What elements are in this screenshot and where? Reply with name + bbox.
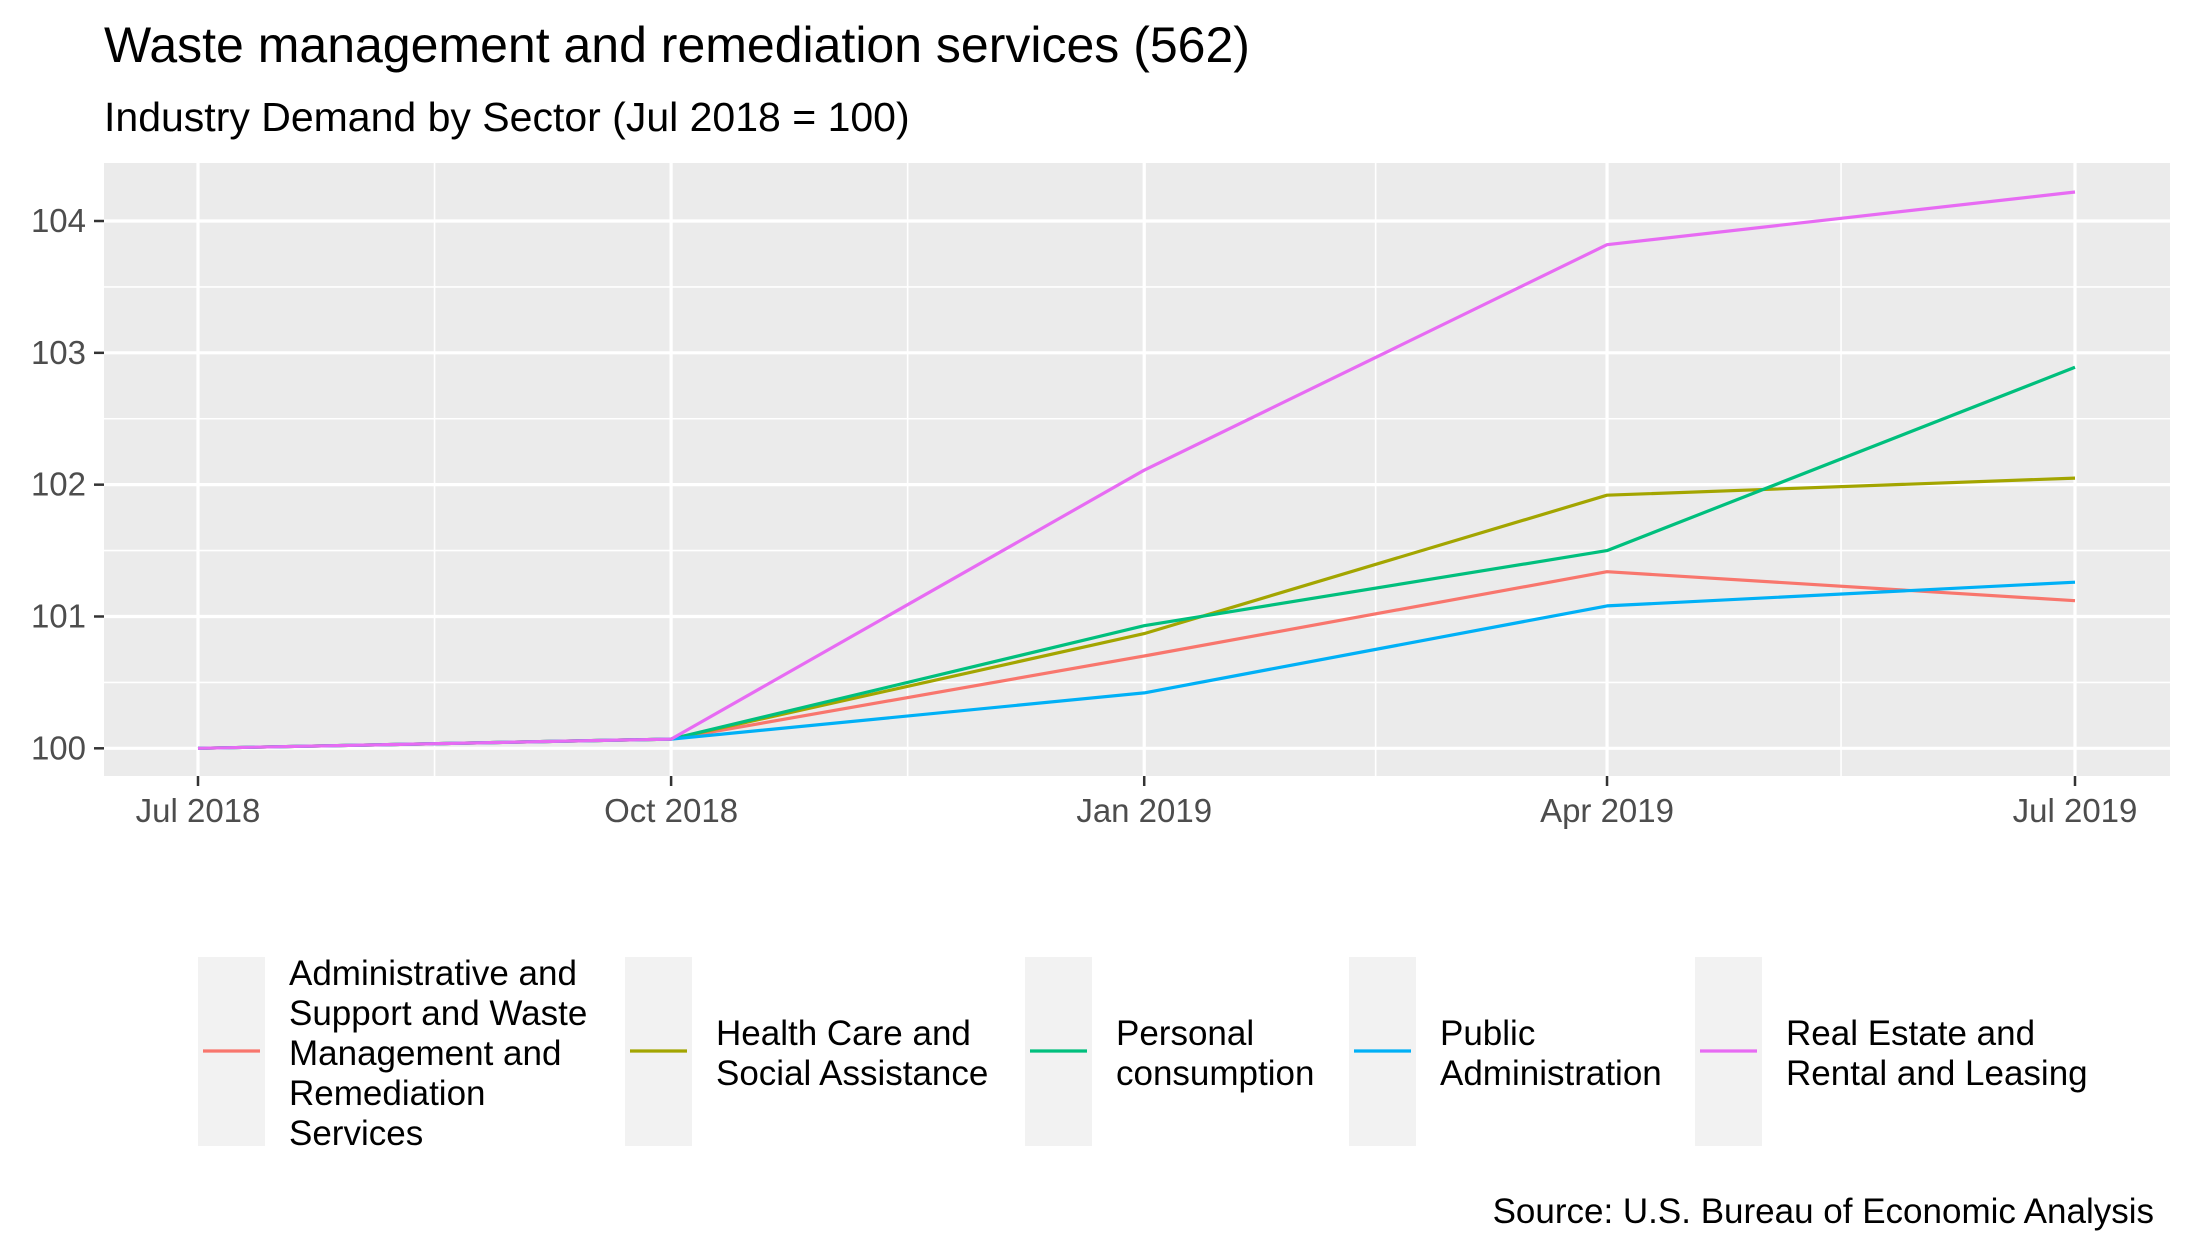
- y-tick-label: 103: [31, 334, 86, 371]
- chart-caption: Source: U.S. Bureau of Economic Analysis: [1493, 1192, 2154, 1231]
- x-tick-label: Jul 2018: [136, 792, 261, 829]
- x-tick-label: Apr 2019: [1540, 792, 1674, 829]
- series-lines: [197, 190, 2076, 750]
- legend-label: Public Administration: [1440, 1014, 1662, 1093]
- series-line: [197, 190, 2076, 750]
- legend: Administrative and Support and Waste Manag…: [198, 954, 2088, 1153]
- y-tick-label: 104: [31, 202, 86, 239]
- x-tick-label: Oct 2018: [604, 792, 738, 829]
- axes: Jul 2018 Oct 2018 Jan 2019 Apr 2019 Jul 2019…: [31, 202, 2137, 829]
- x-tick-label: Jan 2019: [1076, 792, 1212, 829]
- legend-label: Personal consumption: [1116, 1014, 1314, 1093]
- chart-subtitle: Industry Demand by Sector (Jul 2018 = 10…: [104, 94, 910, 140]
- y-tick-label: 102: [31, 466, 86, 503]
- plot-panel: [104, 163, 2170, 776]
- chart-title: Waste management and remediation service…: [104, 17, 1250, 73]
- y-tick-label: 100: [31, 729, 86, 766]
- grid-lines: [104, 163, 2170, 776]
- legend-label: Administrative and Support and Waste Manag…: [289, 954, 587, 1153]
- legend-label: Health Care and Social Assistance: [716, 1014, 988, 1093]
- x-tick-label: Jul 2019: [2013, 792, 2138, 829]
- y-tick-label: 101: [31, 597, 86, 634]
- legend-label: Real Estate and Rental and Leasing: [1786, 1014, 2088, 1093]
